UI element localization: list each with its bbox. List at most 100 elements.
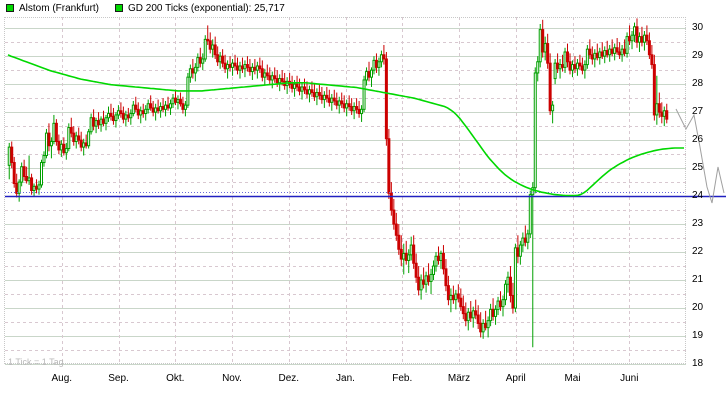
candle-body — [37, 184, 41, 190]
x-axis-label: März — [447, 373, 471, 384]
candle-body — [625, 36, 629, 54]
candle-body — [526, 233, 530, 243]
candle-body — [474, 310, 478, 316]
candle-body — [64, 148, 68, 154]
candle-body — [69, 127, 73, 134]
candle-body — [585, 48, 589, 66]
candle-body — [310, 89, 314, 94]
candle-body — [429, 273, 433, 282]
candle-body — [47, 132, 51, 147]
candle-body — [213, 44, 217, 56]
chart-plot-area[interactable] — [0, 17, 726, 365]
candle-body — [461, 306, 465, 315]
y-axis-label: 26 — [692, 134, 704, 146]
candle-body — [233, 62, 237, 67]
candle-body — [459, 297, 463, 308]
candle-body — [369, 69, 373, 78]
legend-label-1: GD 200 Ticks (exponential): 25,717 — [128, 2, 285, 14]
x-axis-label: Dez. — [278, 373, 300, 384]
moving-average-line — [7, 54, 684, 197]
candle-body — [387, 138, 391, 194]
candle-body — [347, 103, 351, 108]
candle-body — [407, 254, 411, 261]
candle-body — [362, 79, 366, 110]
candle-body — [39, 162, 43, 186]
candle-body — [104, 117, 108, 124]
x-axis-label: Mai — [564, 373, 581, 384]
candle-body — [665, 110, 669, 120]
x-axis-label: Juni — [620, 373, 639, 384]
candle-body — [518, 244, 522, 257]
x-axis-label: Jan. — [336, 373, 355, 384]
legend-label-0: Alstom (Frankfurt) — [19, 2, 100, 14]
legend-swatch-icon — [115, 4, 124, 12]
candle-body — [645, 34, 649, 42]
candle-body — [441, 252, 445, 270]
y-axis-label: 18 — [692, 358, 704, 369]
candle-body — [17, 181, 21, 194]
candle-body — [12, 162, 16, 185]
candle-body — [528, 194, 532, 235]
candle-body — [221, 55, 225, 64]
candle-body — [303, 86, 307, 91]
candle-body — [389, 192, 393, 211]
candle-body — [144, 108, 148, 115]
candle-body — [531, 187, 535, 196]
candle-body — [494, 308, 498, 317]
chart-legend: Alstom (Frankfurt) GD 200 Ticks (exponent… — [0, 0, 726, 16]
x-axis-label: Feb. — [392, 373, 413, 384]
candle-body — [533, 72, 537, 189]
candle-body — [657, 103, 661, 113]
legend-entry-0[interactable]: Alstom (Frankfurt) — [6, 0, 99, 16]
candle-body — [508, 276, 512, 296]
legend-entry-1[interactable]: GD 200 Ticks (exponential): 25,717 — [115, 0, 285, 16]
candle-body — [114, 114, 118, 122]
candle-body — [332, 97, 336, 102]
candle-body — [317, 92, 321, 96]
x-axis-label: Okt. — [166, 373, 185, 384]
candle-body — [394, 223, 398, 236]
candle-body — [54, 122, 58, 143]
candle-body — [419, 279, 423, 291]
candle-body — [541, 29, 545, 53]
candle-body — [650, 54, 654, 66]
y-axis-label: 19 — [692, 330, 704, 342]
y-axis-label: 30 — [692, 22, 704, 34]
candle-body — [548, 62, 552, 112]
candle-body — [503, 283, 507, 301]
y-axis-label: 23 — [692, 218, 704, 230]
candle-body — [10, 146, 14, 164]
y-axis-label: 28 — [692, 78, 704, 90]
candle-body — [22, 166, 26, 178]
candle-body — [588, 48, 592, 56]
chart-cursor-overlay[interactable] — [0, 17, 726, 365]
candle-body — [583, 64, 587, 71]
candle-body — [392, 209, 396, 225]
candle-body — [630, 34, 634, 42]
candle-body — [446, 285, 450, 301]
candle-body — [553, 62, 557, 80]
candle-body — [149, 103, 153, 109]
candle-body — [444, 268, 448, 287]
candle-body — [382, 54, 386, 60]
candle-body — [476, 314, 480, 324]
candle-body — [67, 127, 71, 150]
y-axis-label: 20 — [692, 302, 704, 314]
candle-body — [206, 38, 210, 42]
chart-gridlines — [5, 17, 686, 365]
candle-body — [201, 58, 205, 64]
candle-body — [109, 113, 113, 117]
candle-body — [546, 43, 550, 64]
chart-series — [5, 18, 726, 348]
candle-body — [340, 100, 344, 105]
candle-body — [273, 75, 277, 80]
candle-body — [652, 64, 656, 116]
candle-body — [414, 262, 418, 278]
candle-body — [129, 113, 133, 119]
candle-body — [178, 99, 182, 105]
cursor-zigzag-icon — [675, 108, 725, 204]
candle-body — [647, 40, 651, 56]
candle-body — [501, 299, 505, 308]
candle-body — [551, 104, 555, 112]
